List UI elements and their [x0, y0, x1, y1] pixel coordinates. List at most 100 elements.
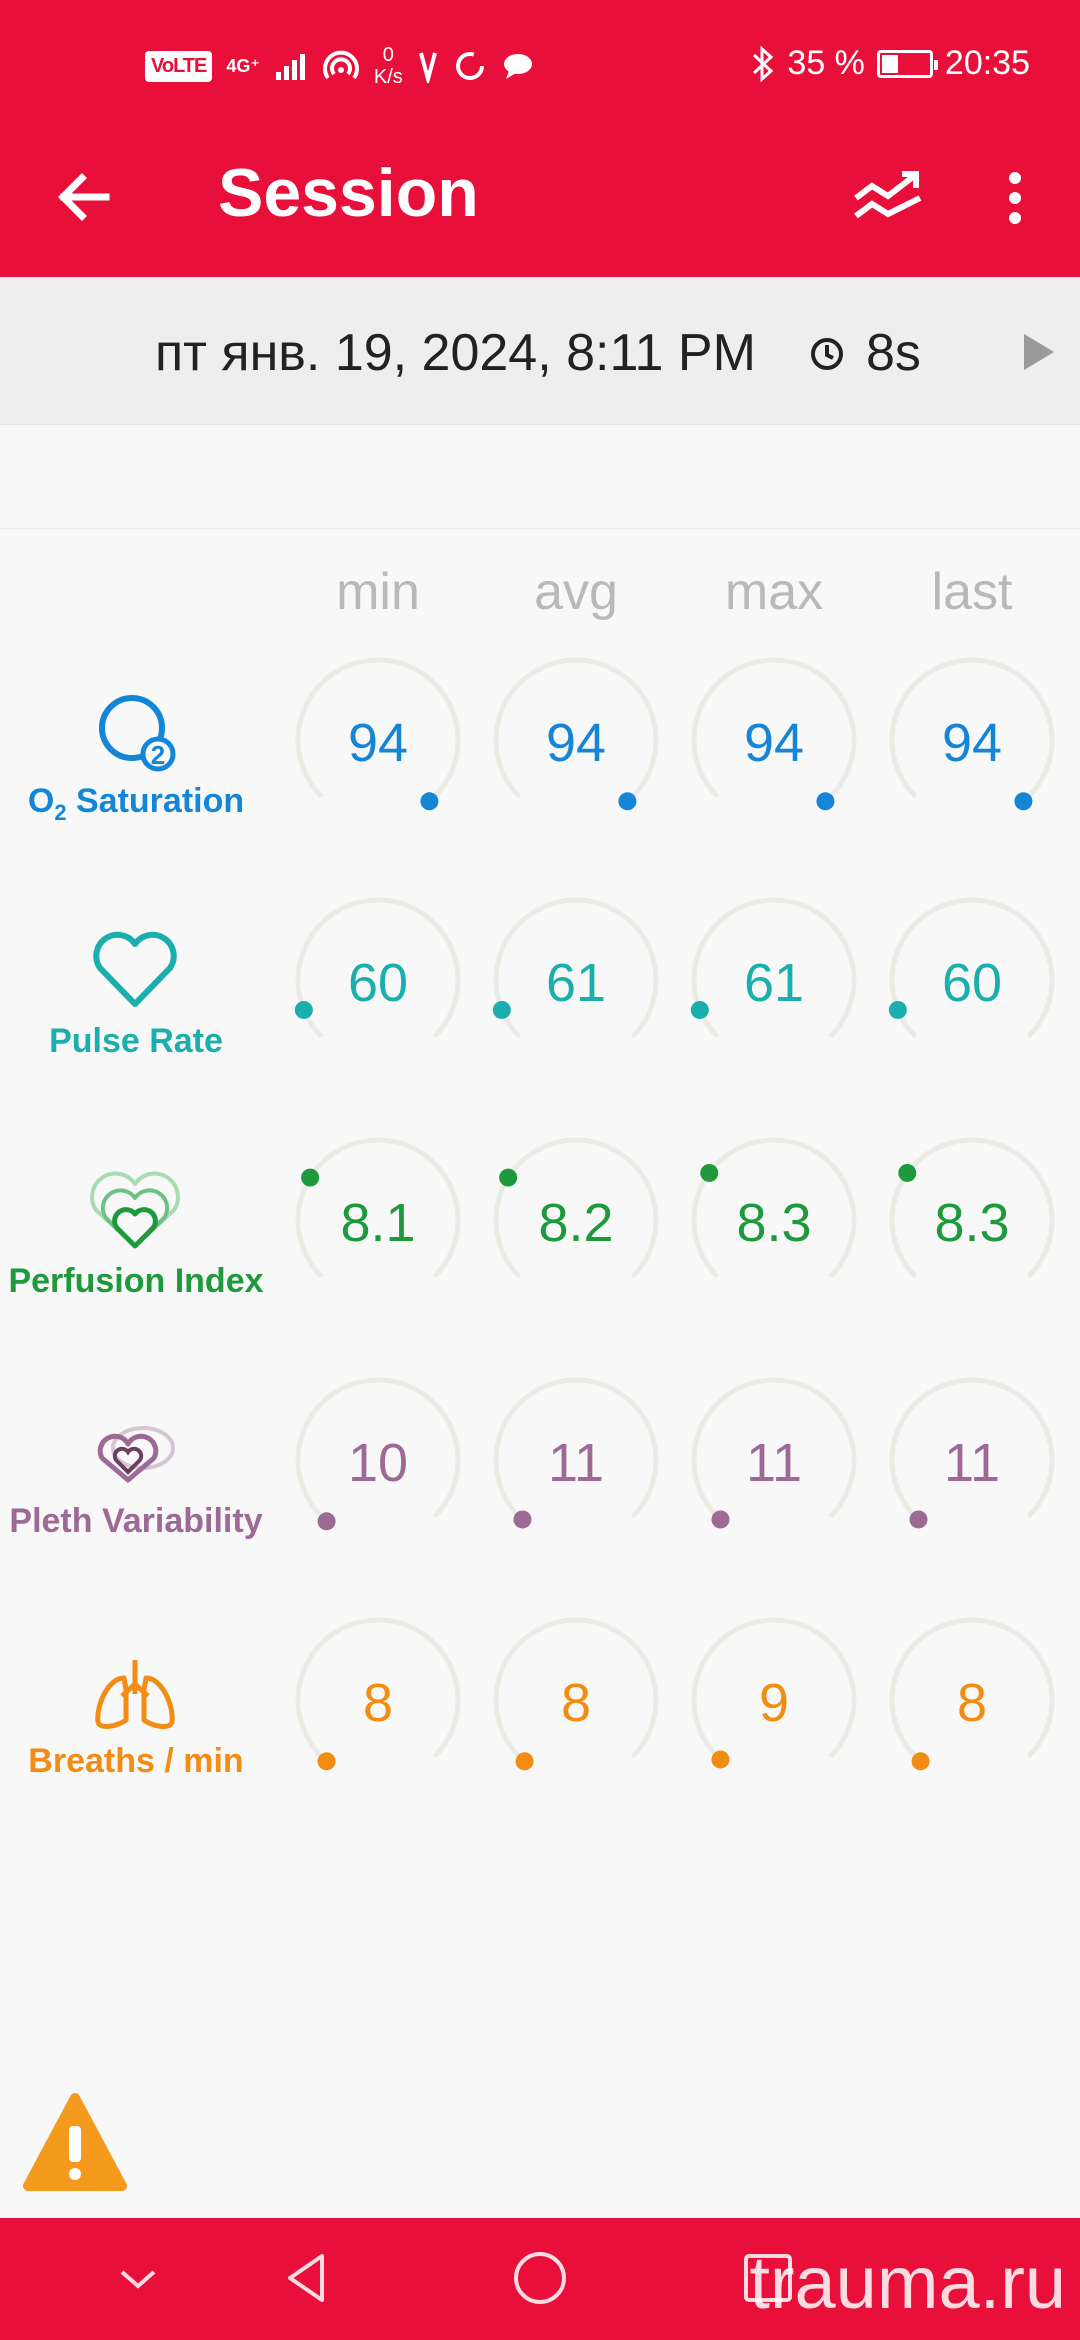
gauge-value: 94 [941, 713, 1003, 773]
gauge-value: 8.3 [934, 1193, 1010, 1253]
gauge-dot [816, 792, 835, 811]
gauge-value: 94 [743, 713, 805, 773]
trend-button[interactable] [850, 158, 930, 238]
battery-percent: 35 % [787, 44, 865, 82]
play-icon[interactable] [1022, 332, 1056, 372]
gauge-dot [911, 1752, 930, 1771]
gauge-dot [888, 1000, 907, 1019]
gauge-pvi-avg: 11 [491, 1375, 661, 1545]
gauge-arc-icon [295, 657, 461, 811]
hotspot-icon [322, 50, 359, 80]
gauge-track [691, 897, 857, 1039]
net-speed-unit: K/s [373, 66, 403, 88]
gauge-dot [515, 1752, 534, 1771]
session-date: пт янв. 19, 2024, 8:11 PM [155, 324, 756, 382]
gauge-pvi-min: 10 [293, 1375, 463, 1545]
gauge-track [691, 1137, 857, 1279]
gauge-arc-icon [691, 1137, 857, 1279]
gauge-value: 9 [758, 1673, 790, 1733]
column-header-last: last [931, 563, 1013, 621]
back-button[interactable] [50, 162, 120, 232]
gauge-arc-icon [691, 1377, 857, 1529]
gauge-arc-icon [889, 1137, 1055, 1279]
gauge-track [691, 657, 857, 799]
system-nav-bar: trauma.ru [0, 2218, 1080, 2340]
gauge-value: 94 [347, 713, 409, 773]
gauge-value: 94 [545, 713, 607, 773]
gauge-dot [898, 1163, 917, 1182]
gauge-track [493, 657, 659, 799]
nav-home-icon[interactable] [508, 2246, 572, 2310]
gauge-track [295, 1137, 461, 1279]
gauge-track [493, 1617, 659, 1759]
gauge-spo2-min: 94 [293, 655, 463, 825]
arrow-left-icon [58, 173, 110, 221]
gauge-dot [420, 792, 439, 811]
perfusion-heart-icon [90, 1171, 180, 1249]
nav-recents-icon[interactable] [736, 2246, 800, 2310]
more-options-button[interactable] [990, 158, 1040, 238]
session-header: пт янв. 19, 2024, 8:11 PM 8s [0, 277, 1080, 425]
gauge-rr-last: 8 [887, 1615, 1057, 1785]
gauge-dot [499, 1168, 518, 1187]
gauge-pr-last: 60 [887, 895, 1057, 1065]
volte-badge: VoLTE [145, 50, 213, 82]
gauge-dot [690, 1000, 709, 1019]
gauge-track [889, 1617, 1055, 1759]
net-speed: 0 K/s [374, 44, 403, 88]
gauge-track [889, 657, 1055, 799]
gauge-pvi-max: 11 [689, 1375, 859, 1545]
metric-label-perfusion-index: Perfusion Index [8, 1262, 264, 1300]
gauge-arc-icon [493, 657, 659, 811]
gauge-spo2-avg: 94 [491, 655, 661, 825]
gauge-arc-icon [294, 897, 461, 1039]
gauge-arc-icon [888, 897, 1055, 1039]
chevron-down-icon[interactable] [106, 2246, 170, 2310]
column-header-min: min [336, 563, 420, 621]
gauge-arc-icon [889, 1617, 1055, 1771]
status-left: VoLTE 4G⁺ 0 K/s [145, 40, 535, 92]
gauge-track [691, 1617, 857, 1759]
gauge-value: 61 [545, 953, 607, 1013]
gauge-value: 11 [943, 1433, 1001, 1493]
gauge-arc-icon [295, 1617, 461, 1771]
session-duration: 8s [866, 324, 921, 382]
gauge-track [493, 1377, 659, 1519]
nav-back-icon[interactable] [276, 2246, 340, 2310]
gauge-track [295, 657, 461, 799]
gauge-pi-max: 8.3 [689, 1135, 859, 1305]
more-vert-icon [1009, 172, 1021, 224]
gauge-dot [909, 1510, 928, 1529]
gauge-arc-icon [295, 1137, 461, 1279]
gauge-value: 61 [743, 953, 805, 1013]
gauge-track [889, 1137, 1055, 1279]
metric-label-o2-rest: Saturation [66, 782, 245, 820]
gauge-rr-max: 9 [689, 1615, 859, 1785]
clock-icon [811, 338, 843, 370]
page-title: Session [218, 155, 479, 231]
gauge-arc-icon [691, 657, 857, 811]
gauge-value: 8 [560, 1673, 592, 1733]
gauge-dot [317, 1752, 336, 1771]
gauge-spo2-last: 94 [887, 655, 1057, 825]
gauge-dot [301, 1168, 320, 1187]
metric-label-o2-sub: 2 [54, 799, 67, 825]
chat-icon [503, 54, 532, 79]
column-header-max: max [724, 563, 824, 621]
gauge-value: 8.3 [736, 1193, 812, 1253]
gauge-arc-icon [889, 657, 1055, 811]
gauge-pi-min: 8.1 [293, 1135, 463, 1305]
gauge-track [691, 1377, 857, 1519]
lungs-icon [95, 1660, 175, 1729]
o2-bubble-icon: 2 [99, 695, 176, 772]
warning-button[interactable] [22, 2090, 128, 2196]
gauge-arc-icon [691, 1617, 857, 1769]
gauge-value: 8 [956, 1673, 988, 1733]
gauge-track [295, 1617, 461, 1759]
gauge-arc-icon [889, 1377, 1055, 1529]
gauge-arc-icon [690, 897, 857, 1039]
gauge-pr-max: 61 [689, 895, 859, 1065]
gauge-rr-avg: 8 [491, 1615, 661, 1785]
gauge-dot [618, 792, 637, 811]
net-speed-value: 0 [382, 44, 394, 66]
